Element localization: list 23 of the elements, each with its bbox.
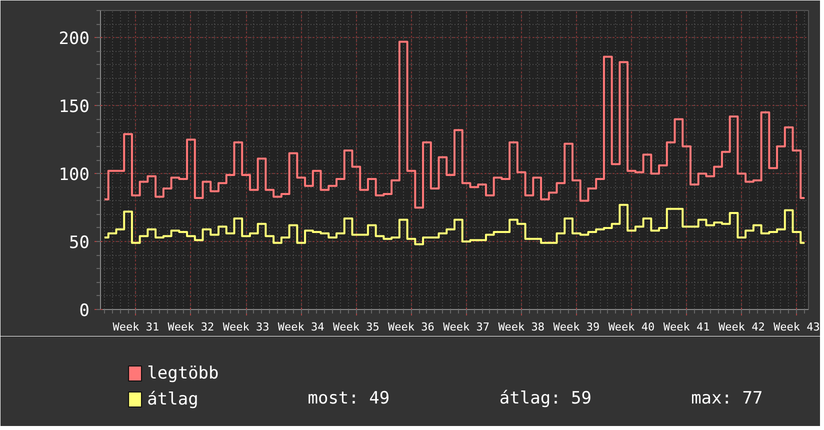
x-tick-label: Week 34 bbox=[278, 320, 325, 334]
x-tick-label: Week 37 bbox=[443, 320, 490, 334]
y-tick-label: 200 bbox=[58, 29, 90, 50]
x-tick-label: Week 38 bbox=[498, 320, 545, 334]
x-tick-label: Week 39 bbox=[553, 320, 600, 334]
legend-label: legtöbb bbox=[147, 364, 219, 384]
text: most: 49 bbox=[308, 388, 390, 408]
x-tick-label: Week 42 bbox=[718, 320, 765, 334]
x-tick-label: Week 36 bbox=[388, 320, 434, 334]
x-tick-label: Week 32 bbox=[168, 320, 214, 334]
x-tick-label: Week 41 bbox=[663, 320, 710, 334]
y-tick-label: 100 bbox=[58, 165, 90, 186]
x-tick-label: Week 33 bbox=[222, 320, 270, 334]
text: max: 77 bbox=[691, 388, 763, 408]
y-tick-label: 0 bbox=[79, 301, 90, 321]
x-tick-label: Week 35 bbox=[332, 320, 380, 334]
x-tick-label: Week 31 bbox=[112, 320, 160, 334]
x-tick-label: Week 40 bbox=[608, 320, 655, 334]
y-tick-label: 150 bbox=[58, 97, 90, 118]
y-tick-label: 50 bbox=[69, 233, 90, 254]
x-tick-label: Week 43 bbox=[774, 320, 820, 334]
legend-label: átlag bbox=[147, 390, 198, 410]
text: átlag: 59 bbox=[499, 388, 592, 408]
